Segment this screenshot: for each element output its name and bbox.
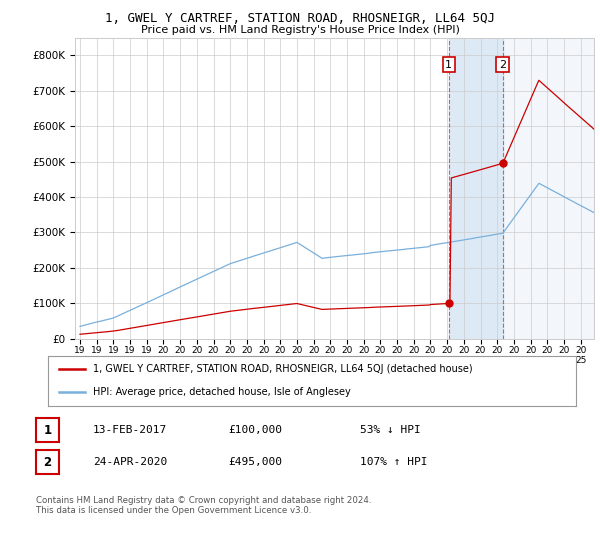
Text: HPI: Average price, detached house, Isle of Anglesey: HPI: Average price, detached house, Isle… bbox=[93, 388, 350, 398]
Text: 2: 2 bbox=[499, 59, 506, 69]
Text: £495,000: £495,000 bbox=[228, 457, 282, 467]
Text: 53% ↓ HPI: 53% ↓ HPI bbox=[360, 425, 421, 435]
Bar bbox=[503, 38, 594, 339]
Text: 2: 2 bbox=[43, 455, 52, 469]
Text: 13-FEB-2017: 13-FEB-2017 bbox=[93, 425, 167, 435]
Text: Price paid vs. HM Land Registry's House Price Index (HPI): Price paid vs. HM Land Registry's House … bbox=[140, 25, 460, 35]
Text: 1, GWEL Y CARTREF, STATION ROAD, RHOSNEIGR, LL64 5QJ: 1, GWEL Y CARTREF, STATION ROAD, RHOSNEI… bbox=[105, 12, 495, 25]
Text: Contains HM Land Registry data © Crown copyright and database right 2024.
This d: Contains HM Land Registry data © Crown c… bbox=[36, 496, 371, 515]
Text: 24-APR-2020: 24-APR-2020 bbox=[93, 457, 167, 467]
Bar bbox=[449, 38, 503, 339]
Text: 107% ↑ HPI: 107% ↑ HPI bbox=[360, 457, 427, 467]
Text: 1: 1 bbox=[445, 59, 452, 69]
Text: £100,000: £100,000 bbox=[228, 425, 282, 435]
Text: 1, GWEL Y CARTREF, STATION ROAD, RHOSNEIGR, LL64 5QJ (detached house): 1, GWEL Y CARTREF, STATION ROAD, RHOSNEI… bbox=[93, 364, 473, 374]
Text: 1: 1 bbox=[43, 423, 52, 437]
